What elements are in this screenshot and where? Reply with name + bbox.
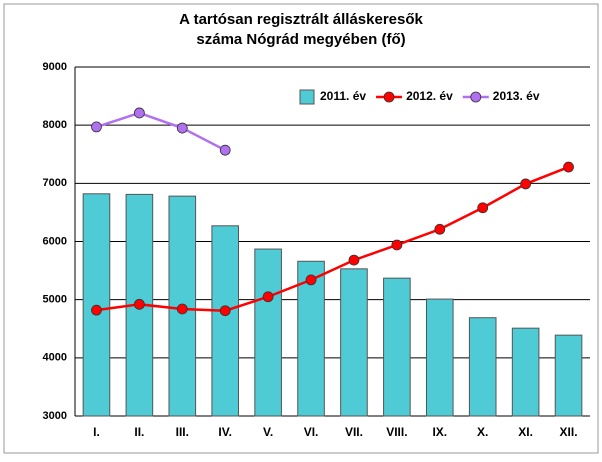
point	[176, 122, 188, 134]
line	[96, 111, 226, 152]
bar	[297, 260, 325, 417]
y-tick-label: 7000	[43, 177, 67, 189]
point	[262, 291, 274, 303]
bar	[425, 298, 454, 417]
x-tick-label: X.	[477, 425, 488, 439]
point	[348, 254, 360, 266]
point	[305, 274, 317, 286]
legend-label: 2012. év	[406, 89, 453, 103]
bar	[383, 277, 411, 417]
x-tick-label: IX.	[432, 425, 447, 439]
chart-title: A tartósan regisztrált álláskeresők	[179, 11, 423, 28]
y-tick-label: 6000	[43, 235, 67, 247]
bar	[254, 248, 282, 417]
x-tick-label: VIII.	[386, 425, 407, 439]
x-tick-label: XII.	[560, 425, 578, 439]
line	[96, 165, 569, 312]
bar	[168, 195, 197, 417]
legend-swatch	[299, 89, 315, 105]
bar	[554, 334, 583, 417]
point	[219, 305, 231, 317]
legend-marker	[383, 91, 395, 103]
legend-label: 2011. év	[320, 89, 366, 103]
point	[133, 107, 145, 119]
point	[176, 303, 188, 315]
legend-label: 2013. év	[493, 89, 540, 103]
bar	[340, 268, 368, 417]
point	[563, 161, 574, 173]
x-tick-label: XI.	[518, 425, 533, 439]
point	[477, 202, 489, 214]
bar	[468, 317, 497, 417]
point	[520, 178, 532, 190]
point	[391, 239, 403, 251]
point	[133, 298, 145, 310]
point	[434, 223, 446, 235]
bar	[511, 327, 540, 417]
point	[91, 121, 102, 133]
legend-marker	[470, 91, 482, 103]
x-tick-label: VII.	[345, 425, 363, 439]
chart-subtitle: száma Nógrád megyében (fő)	[196, 31, 405, 48]
x-tick-label: I.	[93, 425, 100, 439]
point	[91, 304, 102, 316]
y-tick-label: 3000	[43, 410, 67, 422]
x-tick-label: V.	[263, 425, 273, 439]
x-tick-label: IV.	[218, 425, 232, 439]
x-tick-label: III.	[176, 425, 189, 439]
y-tick-label: 4000	[43, 352, 67, 364]
y-tick-label: 5000	[43, 294, 67, 306]
x-tick-label: II.	[134, 425, 144, 439]
y-tick-label: 9000	[43, 61, 67, 73]
bar	[211, 225, 240, 417]
x-tick-label: VI.	[304, 425, 319, 439]
point	[219, 144, 231, 156]
y-tick-label: 8000	[43, 119, 67, 131]
